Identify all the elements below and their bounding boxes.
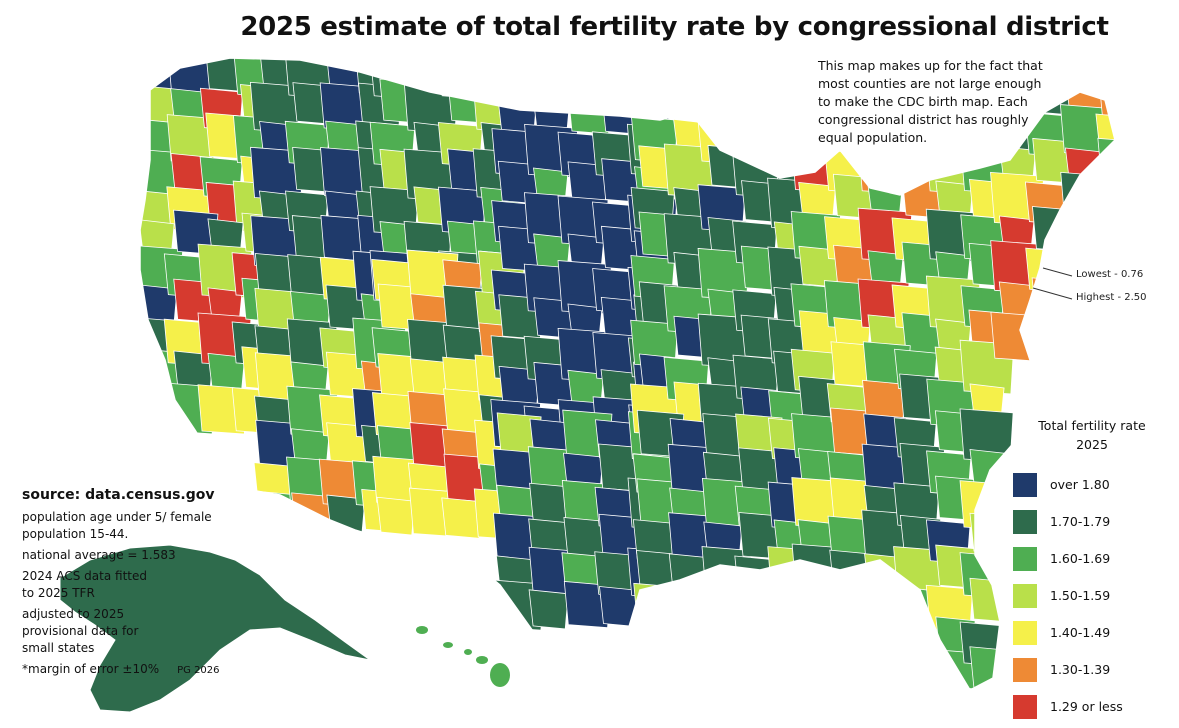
lowest-callout: Lowest - 0.76: [1076, 269, 1144, 280]
legend-item: 1.40-1.49: [1012, 614, 1172, 651]
district-region: [969, 512, 1012, 555]
district-region: [864, 618, 906, 660]
source-block: source: data.census.gov population age u…: [22, 487, 272, 679]
legend-title: Total fertility rate 2025: [1012, 416, 1172, 454]
district-region: [959, 480, 1010, 531]
district-region: [792, 613, 843, 664]
legend-label: 1.30-1.39: [1050, 662, 1111, 677]
district-region: [703, 587, 745, 629]
district-region: [766, 112, 818, 164]
district-region: [1025, 311, 1075, 361]
district-region: [1095, 180, 1115, 223]
legend-label: over 1.80: [1050, 477, 1110, 492]
district-region: [828, 621, 869, 662]
district-region: [1096, 244, 1115, 290]
legend-label: 1.50-1.59: [1050, 588, 1111, 603]
district-region: [1060, 171, 1113, 224]
legend-swatch: [1012, 471, 1038, 498]
district-region: [634, 585, 675, 626]
district-region: [413, 58, 449, 90]
legend-title-line-1: Total fertility rate: [1038, 418, 1146, 433]
district-region: [1025, 247, 1071, 293]
source-line-4: adjusted to 2025 provisional data for sm…: [22, 607, 139, 655]
district-region: [1096, 308, 1115, 358]
legend-swatch: [1012, 656, 1038, 683]
district-region: [900, 655, 937, 692]
district-region: [1060, 243, 1109, 292]
legend-item: 1.30-1.39: [1012, 651, 1172, 688]
district-region: [1031, 277, 1075, 321]
district-region: [797, 586, 836, 625]
map-note: This map makes up for the fact that most…: [818, 58, 1043, 145]
district-region: [864, 681, 911, 695]
district-region: [969, 449, 1007, 487]
district-region: [857, 140, 912, 195]
legend-item: 1.29 or less: [1012, 688, 1172, 725]
legend: Total fertility rate 2025 over 1.80 1.70-…: [1012, 416, 1172, 725]
legend-swatch: [1012, 582, 1038, 609]
source-line-2: national average = 1.583: [22, 548, 176, 562]
district-region: [990, 311, 1041, 362]
district-region: [1031, 206, 1078, 252]
district-region: [796, 651, 839, 694]
legend-swatch: [1012, 545, 1038, 572]
district-region: [969, 646, 1014, 691]
credit: PG 2026: [177, 665, 220, 676]
legend-item: 1.50-1.59: [1012, 577, 1172, 614]
legend-items: over 1.80 1.70-1.79 1.60-1.69 1.50-1.59 1.40…: [1012, 466, 1172, 725]
district-region: [437, 58, 483, 100]
highest-callout: Highest - 2.50: [1076, 292, 1147, 303]
map-title: 2025 estimate of total fertility rate by…: [240, 12, 1109, 42]
district-region: [528, 589, 569, 630]
district-region: [773, 589, 811, 627]
district-region: [828, 689, 869, 695]
hawaii-districts: [416, 626, 510, 687]
district-region: [741, 116, 780, 155]
legend-swatch: [1012, 693, 1038, 720]
callout-lines: [1032, 267, 1073, 300]
district-region: [1097, 70, 1115, 119]
legend-title-line-2: 2025: [1076, 437, 1108, 452]
legend-label: 1.29 or less: [1050, 699, 1123, 714]
margin-of-error: *margin of error ±10%: [22, 662, 160, 676]
legend-swatch: [1012, 508, 1038, 535]
district-region: [860, 651, 907, 695]
legend-label: 1.70-1.79: [1050, 514, 1111, 529]
district-region: [668, 583, 715, 630]
district-region: [828, 579, 877, 628]
district-region: [1097, 137, 1115, 187]
district-region: [828, 645, 879, 695]
district-region: [959, 687, 1007, 695]
district-region: [1061, 315, 1105, 359]
district-region: [376, 496, 416, 536]
source-title: source: data.census.gov: [22, 487, 215, 503]
district-region: [792, 685, 839, 695]
legend-label: 1.40-1.49: [1050, 625, 1111, 640]
district-region: [1097, 208, 1115, 255]
legend-item: 1.60-1.69: [1012, 540, 1172, 577]
legend-label: 1.60-1.69: [1050, 551, 1111, 566]
district-region: [892, 680, 946, 695]
district-region: [567, 90, 612, 135]
district-region: [480, 58, 517, 91]
legend-item: 1.70-1.79: [1012, 503, 1172, 540]
source-line-3: 2024 ACS data fitted to 2025 TFR: [22, 569, 147, 600]
district-region: [441, 497, 483, 539]
legend-item: over 1.80: [1012, 466, 1172, 503]
district-region: [140, 388, 176, 434]
legend-swatch: [1012, 619, 1038, 646]
source-line-1: population age under 5/ female populatio…: [22, 510, 212, 541]
district-region: [1064, 213, 1105, 254]
district-region: [935, 688, 972, 695]
district-region: [738, 580, 786, 628]
district-region: [860, 579, 911, 630]
margin-line: *margin of error ±10% PG 2026: [22, 661, 272, 679]
